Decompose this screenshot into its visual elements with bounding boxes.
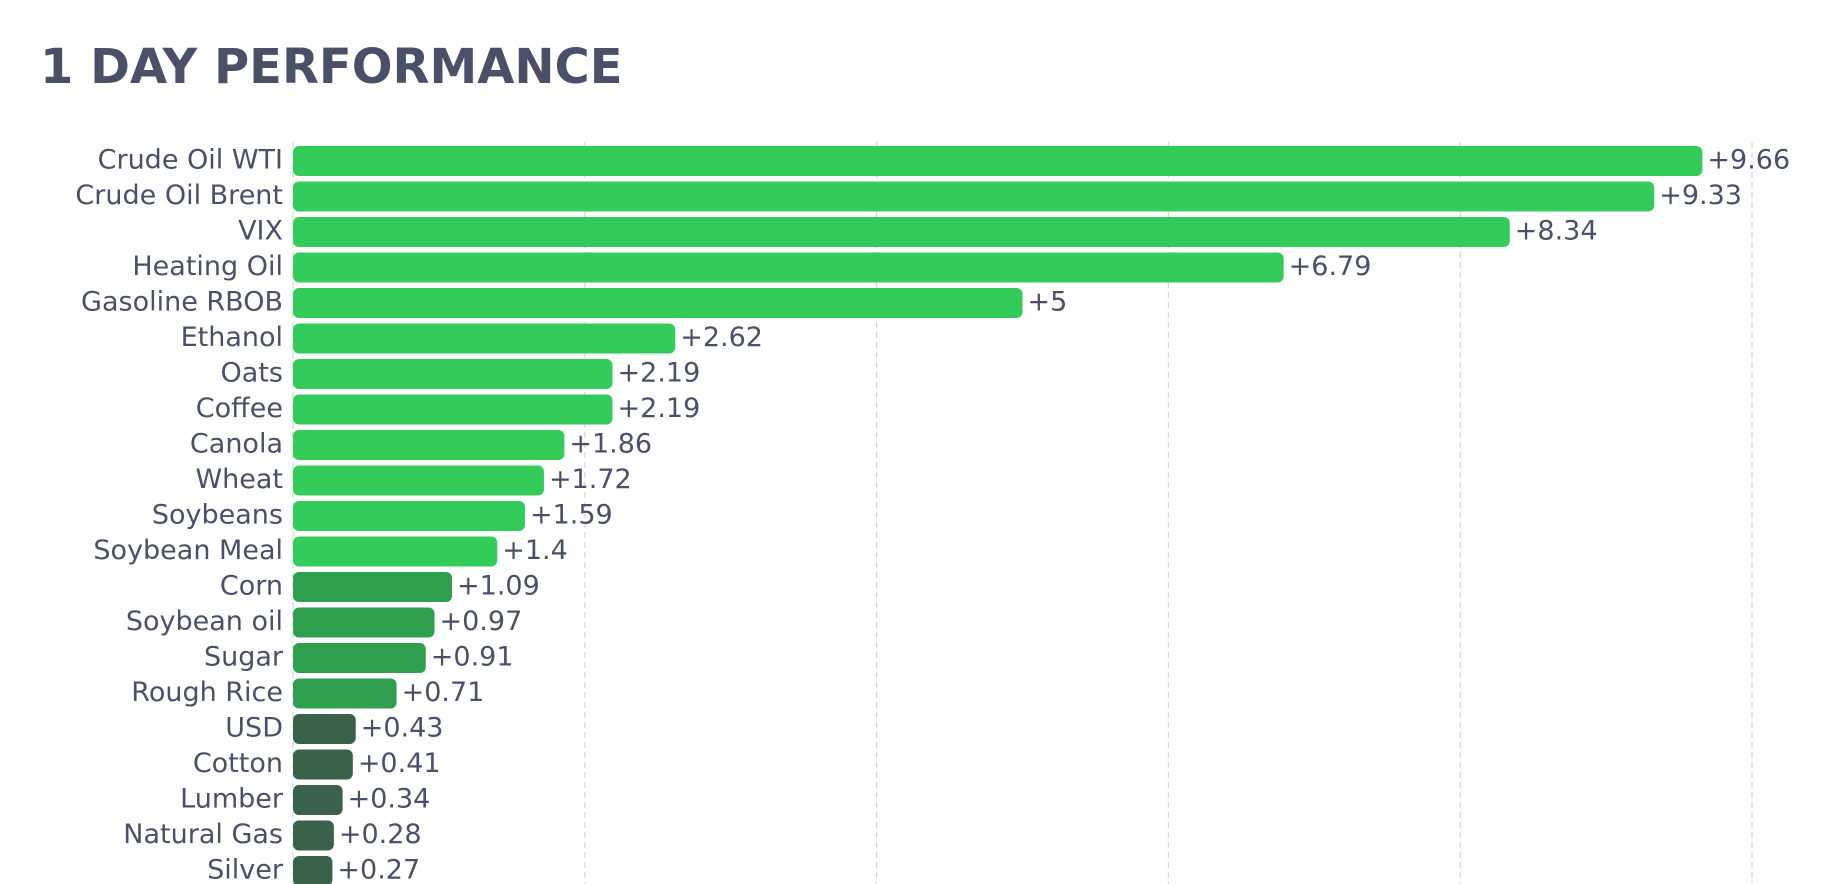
y-tick-label: Rough Rice (131, 677, 283, 708)
bar (293, 146, 1703, 176)
value-label: +6.79 (1289, 251, 1372, 282)
bar (293, 572, 453, 602)
y-tick-label: Soybean oil (126, 606, 283, 637)
y-tick-label: Silver (207, 855, 284, 884)
bar (293, 323, 676, 354)
y-tick-label: Wheat (195, 464, 283, 495)
value-label: +0.97 (440, 606, 523, 637)
bar (293, 820, 334, 851)
value-label: +1.59 (530, 500, 613, 531)
bar (293, 856, 333, 884)
value-label: +0.28 (339, 819, 422, 850)
value-label: +2.19 (618, 358, 701, 389)
y-tick-label: Soybeans (152, 500, 283, 531)
y-tick-label: Sugar (204, 642, 284, 673)
y-tick-label: Oats (221, 358, 283, 389)
bar (293, 252, 1284, 283)
y-tick-label: Corn (220, 571, 283, 602)
value-label: +0.71 (402, 677, 485, 708)
y-tick-label: Natural Gas (123, 819, 283, 850)
value-label: +2.19 (618, 393, 701, 424)
value-label: +1.86 (569, 429, 652, 460)
bar (293, 430, 565, 460)
value-label: +9.33 (1659, 180, 1742, 211)
y-tick-label: Crude Oil Brent (75, 180, 283, 211)
value-label: +0.27 (337, 855, 420, 884)
value-label: +1.09 (457, 571, 540, 602)
bar (293, 501, 525, 531)
bar (293, 217, 1510, 247)
bar (293, 394, 613, 425)
bar (293, 749, 353, 780)
value-label: +8.34 (1515, 216, 1598, 247)
y-tick-label: Coffee (196, 393, 283, 424)
bar (293, 678, 397, 709)
value-label: +0.34 (348, 784, 431, 815)
bar (293, 465, 544, 496)
bar (293, 359, 613, 389)
value-label: +1.72 (549, 464, 632, 495)
y-tick-label: Canola (190, 429, 283, 460)
y-tick-label: Lumber (180, 784, 284, 815)
bar (293, 785, 343, 815)
chart-title: 1 DAY PERFORMANCE (40, 39, 623, 95)
bar (293, 643, 426, 673)
value-label: +0.41 (358, 748, 441, 779)
y-tick-label: Cotton (193, 748, 283, 779)
bar (293, 607, 435, 638)
y-tick-label: Soybean Meal (93, 535, 283, 566)
value-label: +2.62 (680, 322, 763, 353)
y-tick-label: Heating Oil (132, 251, 283, 282)
value-label: +0.91 (431, 642, 514, 673)
value-label: +9.66 (1707, 145, 1790, 176)
y-tick-label: USD (225, 713, 283, 744)
value-label: +0.43 (361, 713, 444, 744)
value-label: +5 (1028, 287, 1068, 318)
y-tick-label: VIX (238, 216, 283, 247)
bar (293, 288, 1023, 318)
y-tick-label: Crude Oil WTI (98, 145, 283, 176)
bar (293, 536, 498, 567)
y-tick-label: Gasoline RBOB (81, 287, 283, 318)
y-tick-label: Ethanol (181, 322, 283, 353)
bar (293, 181, 1655, 212)
bar (293, 714, 356, 744)
value-label: +1.4 (502, 535, 568, 566)
